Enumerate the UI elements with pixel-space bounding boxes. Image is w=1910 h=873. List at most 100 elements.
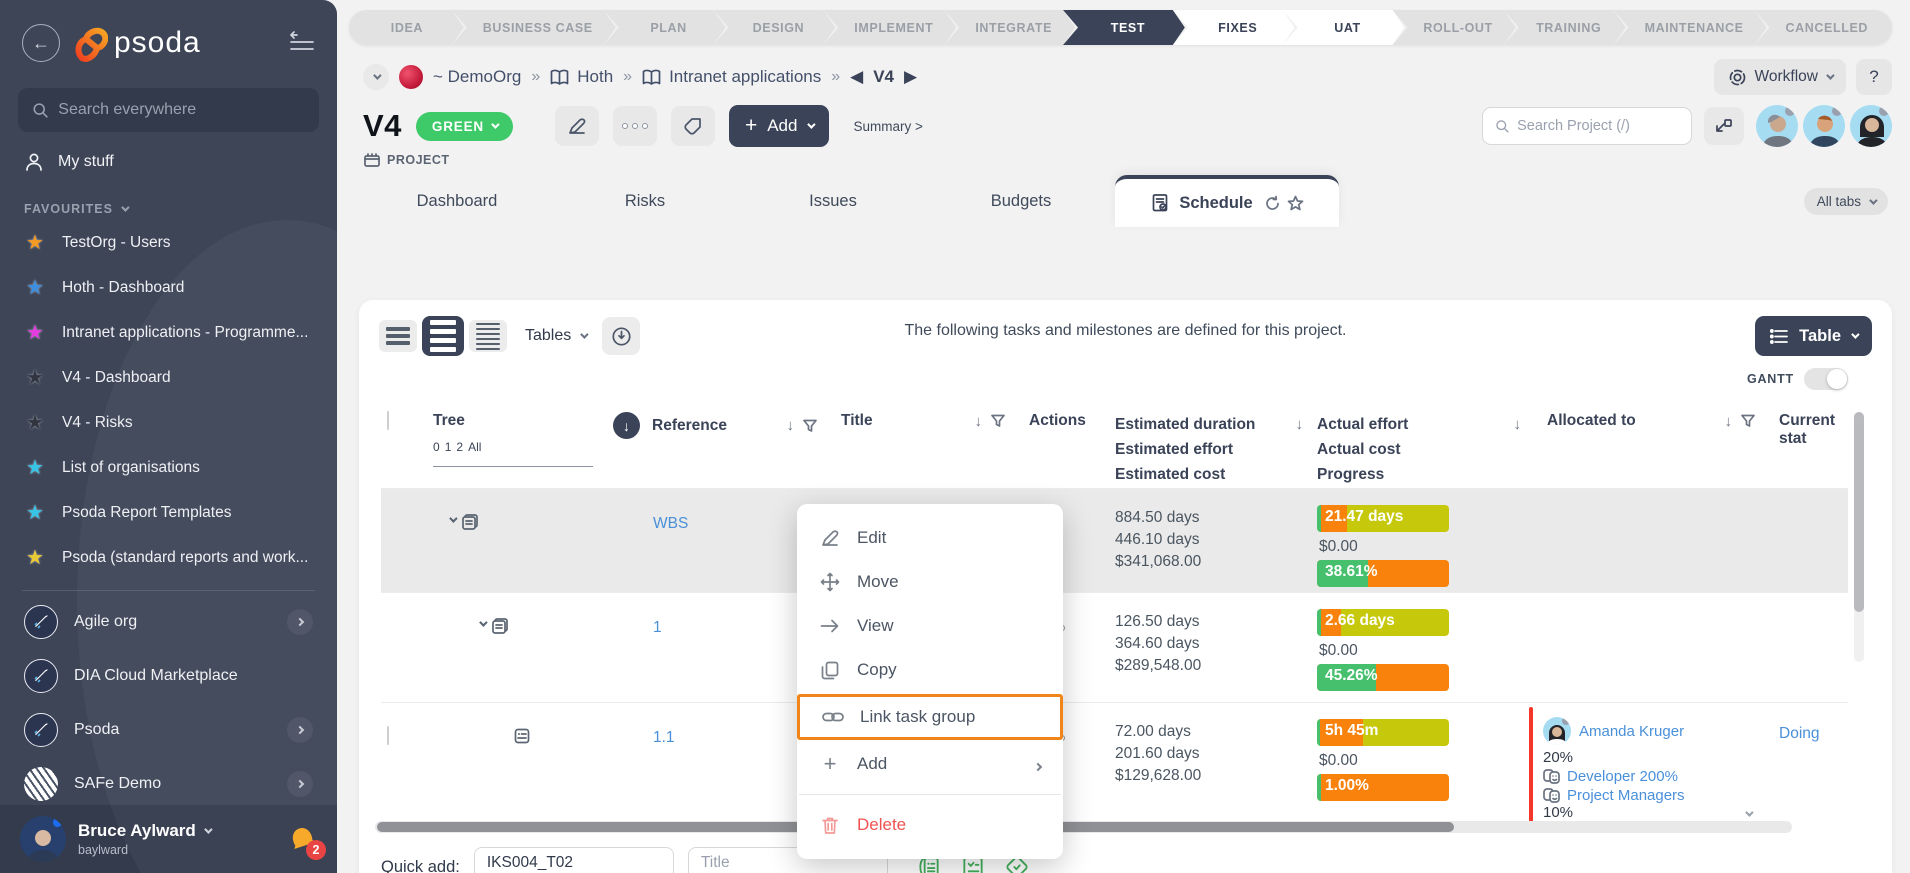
add-milestone-icon[interactable] xyxy=(1004,854,1030,873)
search-everywhere-input[interactable] xyxy=(58,101,305,119)
breadcrumb-expand-icon[interactable] xyxy=(363,64,389,90)
tab-risks[interactable]: Risks xyxy=(624,192,666,210)
breadcrumb-hoth[interactable]: Hoth xyxy=(550,67,613,87)
menu-item-view[interactable]: View xyxy=(797,604,1063,648)
view-compact-button[interactable] xyxy=(379,320,417,352)
view-normal-button[interactable] xyxy=(422,316,464,356)
tab-budgets[interactable]: Budgets xyxy=(990,192,1052,210)
column-current-status[interactable]: Current stat xyxy=(1773,408,1848,491)
quick-add-reference-input[interactable] xyxy=(473,847,674,873)
favourite-psoda-report-templates[interactable]: ★ Psoda Report Templates xyxy=(0,490,337,535)
table-row[interactable]: WBS 884.50 days 446.10 days $341,068.00 … xyxy=(381,488,1848,592)
reference-link[interactable]: WBS xyxy=(653,515,689,532)
stage-integrate[interactable]: INTEGRATE xyxy=(944,10,1075,45)
stage-training[interactable]: TRAINING xyxy=(1504,10,1626,45)
back-button[interactable]: ← xyxy=(22,24,60,62)
team-avatar-2[interactable] xyxy=(1803,105,1845,147)
table-row[interactable]: 1.1 72.00 days 201.60 days $129,628.00 5… xyxy=(381,702,1848,834)
sort-icon[interactable]: ↓ xyxy=(1513,416,1522,433)
column-allocated-to[interactable]: Allocated to ↓ xyxy=(1529,408,1773,491)
favourites-section-header[interactable]: FAVOURITES xyxy=(0,186,337,220)
table-vertical-scrollbar[interactable] xyxy=(1854,412,1864,662)
column-tree[interactable]: Tree 0 1 2 All xyxy=(427,408,607,491)
workflow-dropdown[interactable]: Workflow xyxy=(1713,59,1846,95)
menu-item-link-task-group[interactable]: Link task group xyxy=(797,694,1063,740)
stage-cancelled[interactable]: CANCELLED xyxy=(1754,10,1892,45)
tag-button[interactable] xyxy=(670,106,715,146)
stage-implement[interactable]: IMPLEMENT xyxy=(823,10,956,45)
chevron-right-icon[interactable] xyxy=(287,609,313,635)
tables-dropdown[interactable]: Tables xyxy=(525,327,589,345)
stage-design[interactable]: DESIGN xyxy=(714,10,836,45)
summary-link[interactable]: Summary > xyxy=(853,118,923,134)
reference-link[interactable]: 1 xyxy=(653,619,662,636)
table-view-dropdown[interactable]: Table xyxy=(1755,316,1872,356)
column-title[interactable]: Title ↓ xyxy=(835,408,1023,491)
user-menu[interactable]: Bruce Aylward baylward 2 xyxy=(0,805,337,873)
chevron-right-icon[interactable] xyxy=(287,771,313,797)
select-all-checkbox[interactable] xyxy=(387,411,389,430)
tree-level-all[interactable]: All xyxy=(468,440,482,454)
search-everywhere[interactable] xyxy=(18,88,319,132)
favourite-v4-dashboard[interactable]: ★ V4 - Dashboard xyxy=(0,355,337,400)
collapse-sidebar-icon[interactable] xyxy=(289,30,315,57)
tree-level-1[interactable]: 1 xyxy=(444,440,452,454)
stage-idea[interactable]: IDEA xyxy=(349,10,464,45)
refresh-icon[interactable] xyxy=(1264,195,1281,212)
favourite-hoth-dashboard[interactable]: ★ Hoth - Dashboard xyxy=(0,265,337,310)
menu-item-add[interactable]: + Add xyxy=(797,742,1063,786)
breadcrumb-current[interactable]: V4 xyxy=(873,67,895,86)
org-psoda[interactable]: Psoda xyxy=(0,703,337,757)
org-dia-cloud-marketplace[interactable]: DIA Cloud Marketplace xyxy=(0,649,337,703)
column-actual[interactable]: Actual effort ↓ Actual cost Progress xyxy=(1311,408,1529,491)
expand-allocation-icon[interactable] xyxy=(1745,804,1754,821)
menu-item-edit[interactable]: Edit xyxy=(797,516,1063,560)
filter-icon[interactable] xyxy=(991,414,1005,428)
view-dense-button[interactable] xyxy=(469,320,507,352)
baseline-clock-button[interactable] xyxy=(602,317,641,355)
chevron-right-icon[interactable] xyxy=(287,717,313,743)
status-badge[interactable]: GREEN xyxy=(415,111,513,141)
sidebar-item-my-stuff[interactable]: My stuff xyxy=(0,138,337,186)
collapse-row-icon[interactable] xyxy=(479,618,488,627)
tree-level-0[interactable]: 0 xyxy=(433,440,440,454)
sort-icon[interactable]: ↓ xyxy=(786,417,795,434)
menu-item-copy[interactable]: Copy xyxy=(797,648,1063,692)
favourite-testorg-users[interactable]: ★ TestOrg - Users xyxy=(0,220,337,265)
expand-panel-button[interactable] xyxy=(1704,107,1744,145)
org-agile-org[interactable]: Agile org xyxy=(0,595,337,649)
sort-icon[interactable]: ↓ xyxy=(1724,412,1733,430)
team-avatar-3[interactable] xyxy=(1850,105,1892,147)
gantt-toggle[interactable] xyxy=(1804,368,1848,390)
stage-plan[interactable]: PLAN xyxy=(604,10,726,45)
column-estimated[interactable]: Estimated duration ↓ Estimated effort Est… xyxy=(1109,408,1311,491)
add-button[interactable]: + Add xyxy=(728,105,830,147)
menu-item-move[interactable]: Move xyxy=(797,560,1063,604)
favourite-v4-risks[interactable]: ★ V4 - Risks xyxy=(0,400,337,445)
sort-icon[interactable]: ↓ xyxy=(1295,416,1304,433)
favourite-psoda-standard-reports[interactable]: ★ Psoda (standard reports and work... xyxy=(0,535,337,580)
reference-link[interactable]: 1.1 xyxy=(653,729,675,746)
notifications-bell[interactable]: 2 xyxy=(287,823,326,860)
stage-business-case[interactable]: BUSINESS CASE xyxy=(452,10,616,45)
help-button[interactable]: ? xyxy=(1856,59,1892,95)
tab-dashboard[interactable]: Dashboard xyxy=(416,192,498,210)
stage-maintenance[interactable]: MAINTENANCE xyxy=(1614,10,1767,45)
breadcrumb-intranet-applications[interactable]: Intranet applications xyxy=(642,67,821,87)
menu-item-delete[interactable]: Delete xyxy=(797,803,1063,847)
favourite-star-icon[interactable] xyxy=(1287,195,1304,212)
sort-active-icon[interactable]: ↓ xyxy=(613,412,640,439)
tab-issues[interactable]: Issues xyxy=(809,192,857,210)
stage-roll-out[interactable]: ROLL-OUT xyxy=(1392,10,1515,45)
all-tabs-dropdown[interactable]: All tabs xyxy=(1803,188,1888,215)
allocated-user-link[interactable]: Amanda Kruger xyxy=(1579,722,1685,740)
collapse-row-icon[interactable] xyxy=(449,514,458,523)
current-status-link[interactable]: Doing xyxy=(1779,725,1820,742)
project-search-input[interactable] xyxy=(1517,118,1679,134)
breadcrumb-prev-icon[interactable]: ◀ xyxy=(850,67,864,86)
filter-icon[interactable] xyxy=(1741,414,1755,428)
org-safe-demo[interactable]: SAFe Demo xyxy=(0,757,337,811)
breadcrumb-demoorg[interactable]: ~ DemoOrg xyxy=(433,67,522,86)
project-search[interactable] xyxy=(1482,107,1692,145)
more-options-button[interactable] xyxy=(612,106,657,146)
